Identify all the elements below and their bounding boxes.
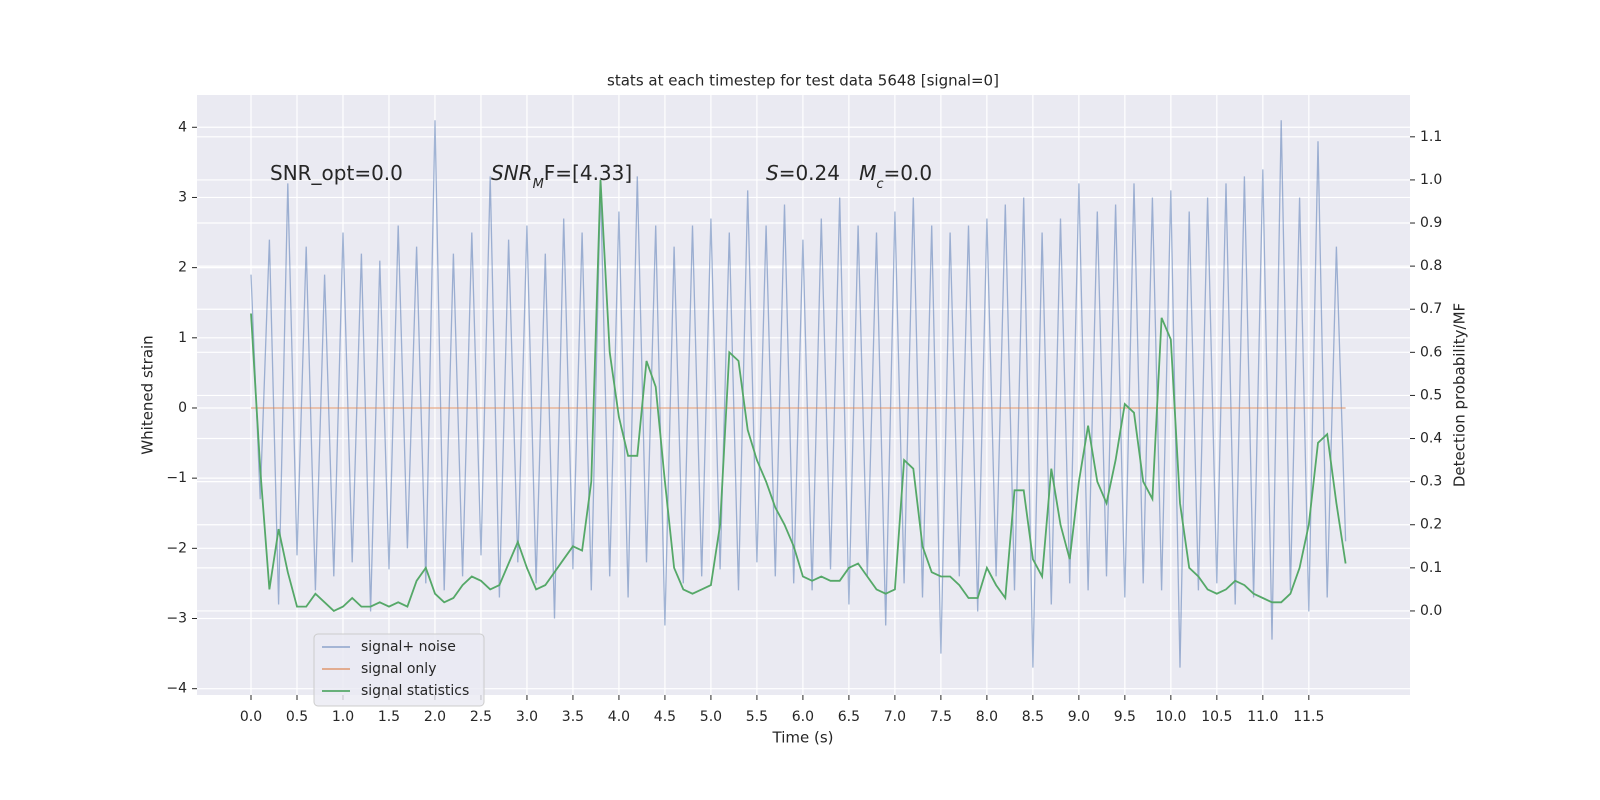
y2-tick-label: 0.6 bbox=[1420, 344, 1442, 360]
x-tick-label: 6.5 bbox=[838, 709, 860, 725]
annotation-part: SNR bbox=[491, 161, 533, 185]
y2-tick-label: 0.9 bbox=[1420, 215, 1442, 231]
x-axis-label: Time (s) bbox=[772, 729, 834, 747]
x-tick-label: 10.0 bbox=[1155, 709, 1186, 725]
y-tick-label: 0 bbox=[178, 400, 187, 416]
annotation: SNRMF=[4.33] bbox=[491, 161, 632, 192]
x-tick-label: 7.5 bbox=[930, 709, 952, 725]
series-line bbox=[250, 120, 1347, 668]
x-tick-label: 6.0 bbox=[792, 709, 814, 725]
y2-tick-label: 0.1 bbox=[1420, 560, 1442, 576]
annotation-part: c bbox=[876, 177, 883, 192]
x-tick-label: 8.5 bbox=[1022, 709, 1044, 725]
y-axis-label: Whitened strain bbox=[139, 335, 157, 454]
x-tick-label: 0.0 bbox=[240, 709, 262, 725]
y2-tick-label: 0.0 bbox=[1420, 603, 1442, 619]
annotation: SNR_opt=0.0 bbox=[270, 161, 403, 185]
y2-tick-label: 0.4 bbox=[1420, 431, 1442, 447]
y-tick-label: −3 bbox=[166, 611, 187, 627]
y2-tick-label: 0.5 bbox=[1420, 387, 1442, 403]
y-tick-label: 4 bbox=[178, 119, 187, 135]
legend-label: signal+ noise bbox=[361, 639, 456, 655]
x-tick-label: 2.5 bbox=[470, 709, 492, 725]
y2-axis-label: Detection probability/MF bbox=[1451, 303, 1469, 487]
y-tick-label: 3 bbox=[178, 189, 187, 205]
y2-tick-label: 0.7 bbox=[1420, 301, 1442, 317]
x-tick-label: 4.0 bbox=[608, 709, 630, 725]
legend-label: signal statistics bbox=[361, 683, 469, 699]
x-tick-label: 7.0 bbox=[884, 709, 906, 725]
x-tick-label: 10.5 bbox=[1201, 709, 1232, 725]
y-tick-label: −1 bbox=[166, 470, 187, 486]
annotation-part: S bbox=[766, 161, 779, 185]
annotation-part: =0.0 bbox=[884, 161, 933, 185]
x-tick-label: 11.5 bbox=[1293, 709, 1324, 725]
x-tick-label: 5.0 bbox=[700, 709, 722, 725]
annotation-part: F=[4.33] bbox=[544, 161, 632, 185]
chart-title: stats at each timestep for test data 564… bbox=[607, 72, 999, 90]
x-tick-label: 9.0 bbox=[1068, 709, 1090, 725]
annotation-part: =0.24 bbox=[779, 161, 859, 185]
y-tick-label: −2 bbox=[166, 540, 187, 556]
y2-tick-label: 0.8 bbox=[1420, 258, 1442, 274]
x-tick-label: 2.0 bbox=[424, 709, 446, 725]
y2-tick-label: 1.1 bbox=[1420, 129, 1442, 145]
x-tick-label: 9.5 bbox=[1114, 709, 1136, 725]
marks bbox=[250, 120, 1347, 668]
x-tick-label: 3.0 bbox=[516, 709, 538, 725]
x-tick-label: 8.0 bbox=[976, 709, 998, 725]
x-tick-label: 0.5 bbox=[286, 709, 308, 725]
annotation: S=0.24 Mc=0.0 bbox=[766, 161, 932, 192]
y-tick-label: −4 bbox=[166, 681, 187, 697]
x-tick-label: 1.0 bbox=[332, 709, 354, 725]
ticks: 0.0 0.5 1.0 1.5 2.0 2.5 3.0 3.5 4.0 4.5 5.0 5.5 6.0 6… bbox=[166, 119, 1442, 725]
y-tick-label: 1 bbox=[178, 330, 187, 346]
y-tick-label: 2 bbox=[178, 260, 187, 276]
x-tick-label: 5.5 bbox=[746, 709, 768, 725]
series-line bbox=[250, 179, 1347, 612]
annotation-part: M bbox=[533, 177, 544, 192]
legend-box bbox=[313, 633, 485, 707]
x-tick-label: 11.0 bbox=[1247, 709, 1278, 725]
y2-tick-label: 1.0 bbox=[1420, 172, 1442, 188]
legend: signal+ noise signal only signal statistic… bbox=[313, 633, 485, 707]
y2-tick-label: 0.2 bbox=[1420, 517, 1442, 533]
annotation-part: M bbox=[859, 161, 876, 185]
x-tick-label: 4.5 bbox=[654, 709, 676, 725]
y2-tick-label: 0.3 bbox=[1420, 474, 1442, 490]
x-tick-label: 1.5 bbox=[378, 709, 400, 725]
annotations: SNR_opt=0.0 SNRMF=[4.33] S=0.24 Mc=0.0 bbox=[270, 161, 932, 192]
annotation-part: SNR_opt=0.0 bbox=[270, 161, 403, 185]
legend-label: signal only bbox=[361, 661, 436, 677]
x-tick-label: 3.5 bbox=[562, 709, 584, 725]
